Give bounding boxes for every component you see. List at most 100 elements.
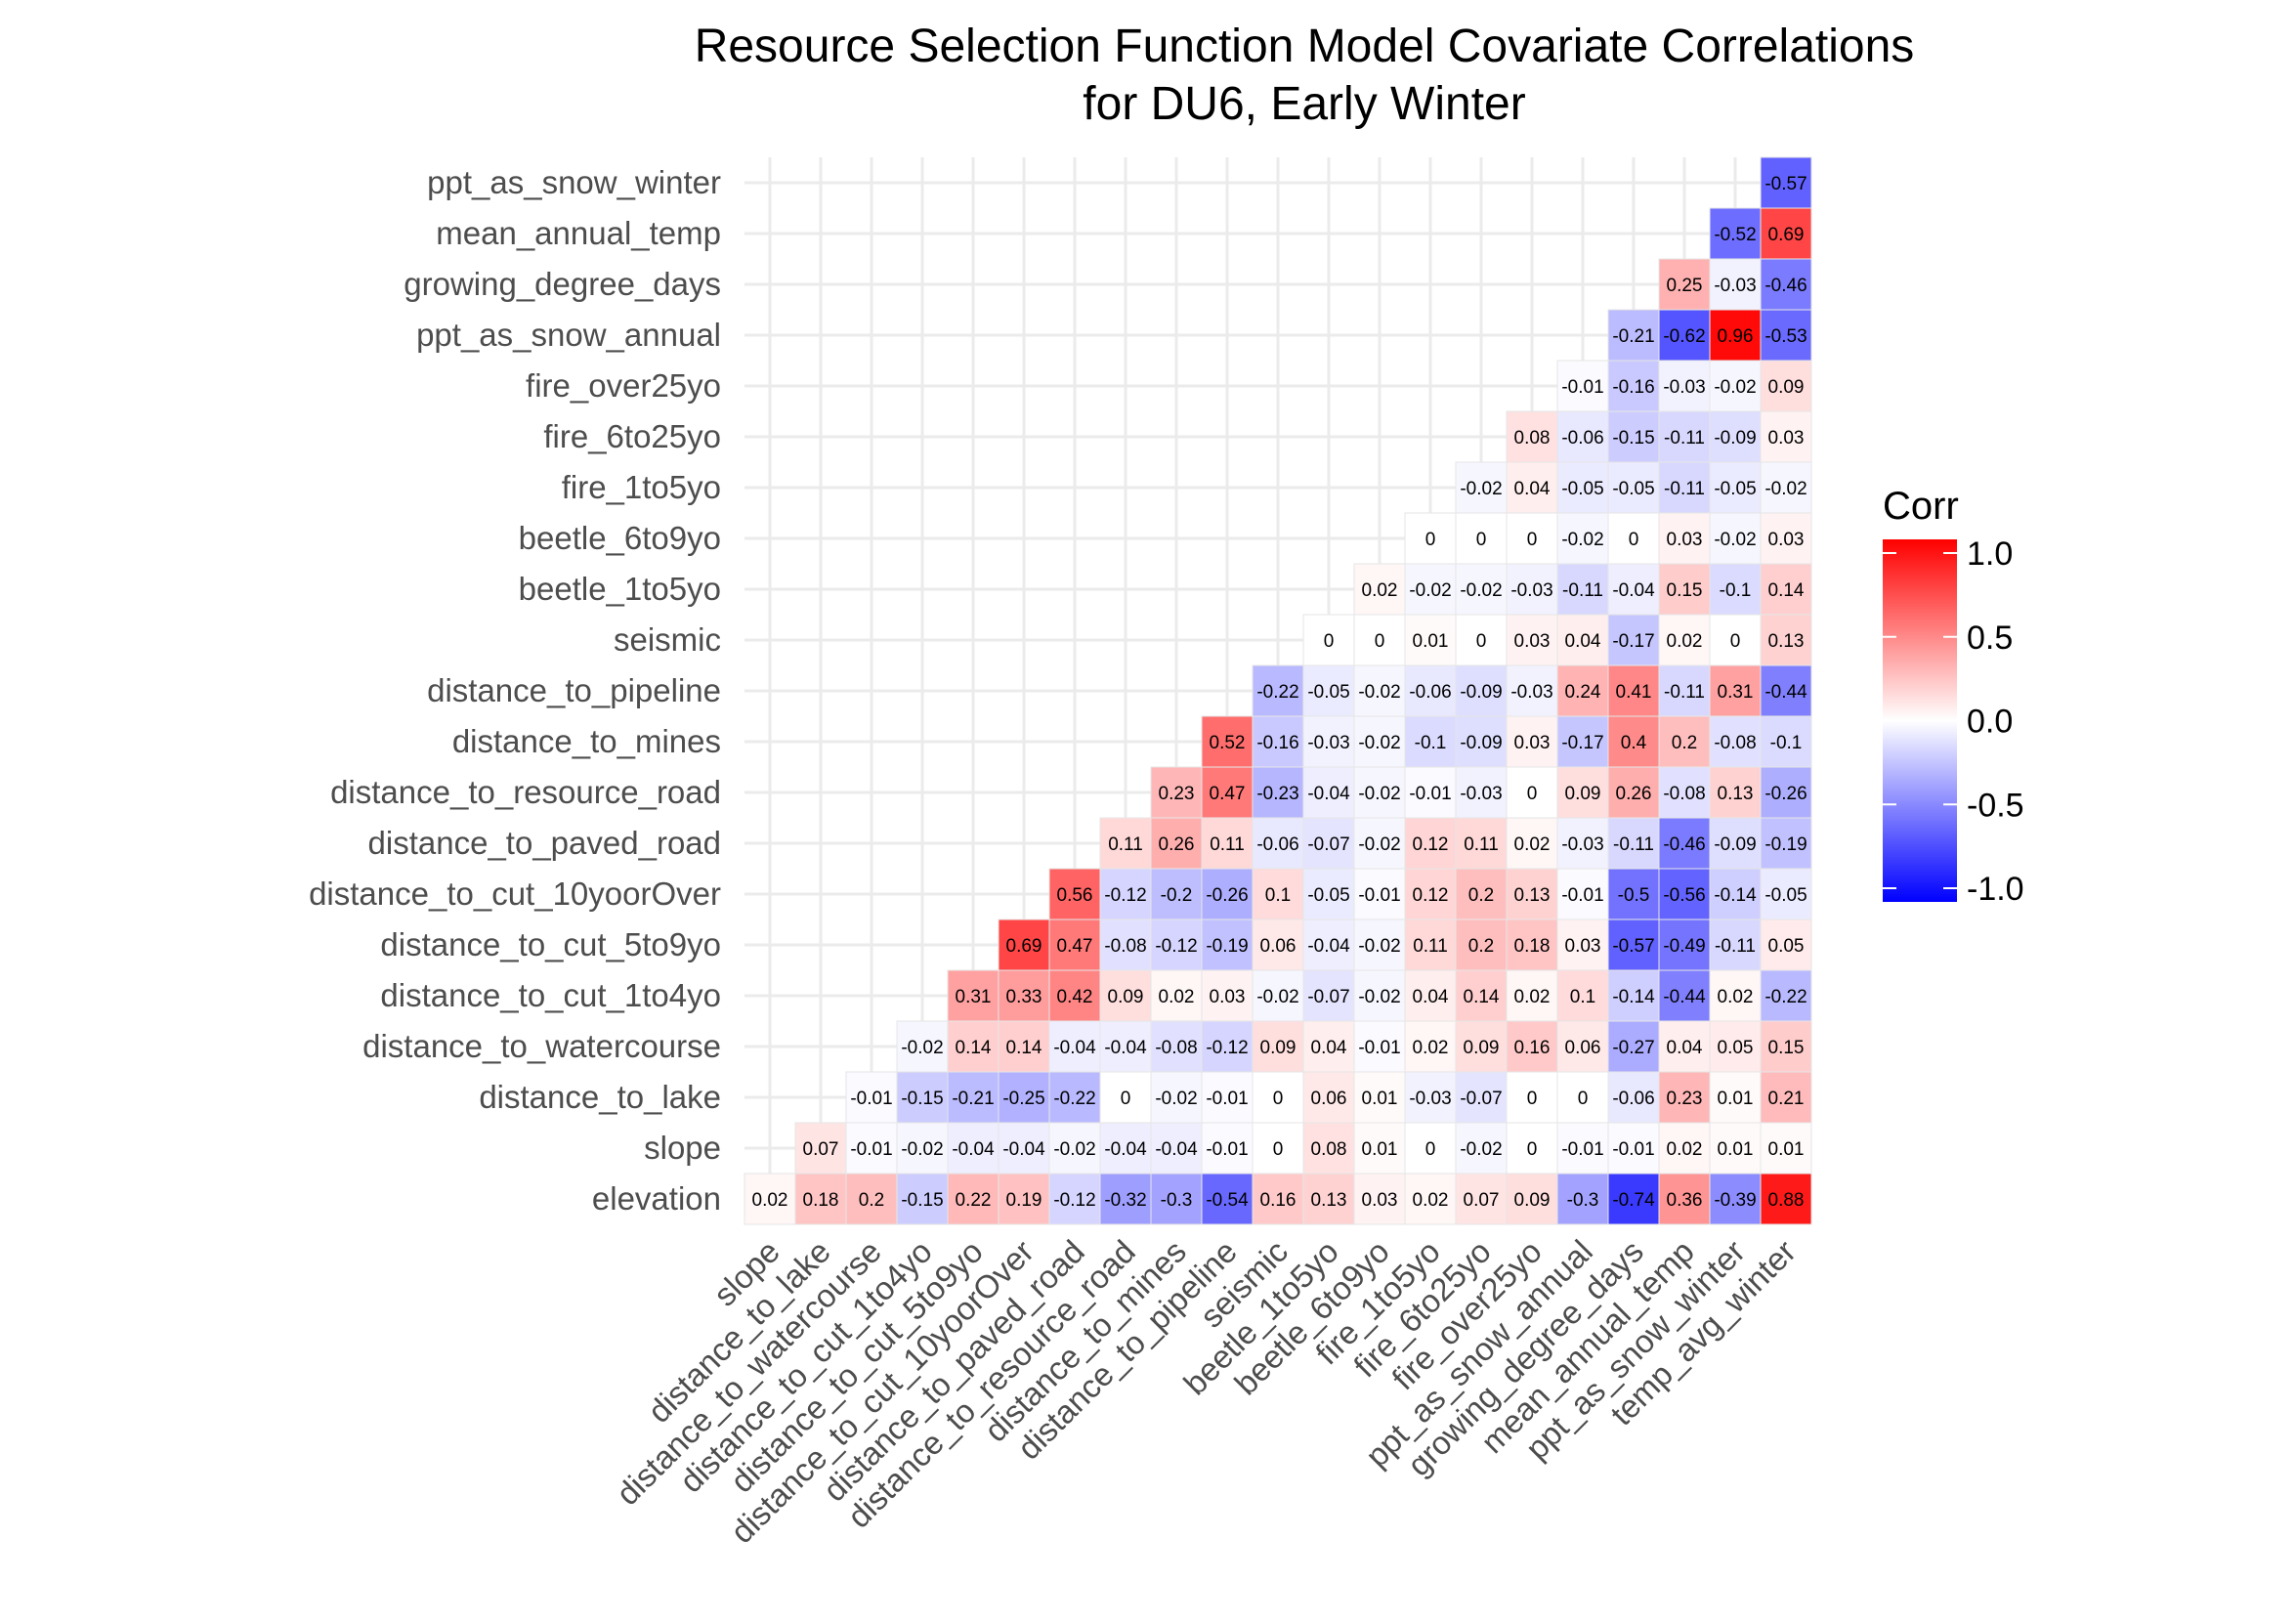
heatmap-cell (1709, 1173, 1762, 1225)
heatmap-cell (998, 969, 1050, 1022)
y-tick-label: beetle_1to5yo (519, 571, 721, 607)
cell-value-label: -0.04 (1053, 1038, 1096, 1058)
cell-value-label: -0.01 (1561, 1139, 1603, 1160)
heatmap-cell (998, 1122, 1050, 1175)
heatmap-cell (1048, 1173, 1101, 1225)
cell-value-label: 0.03 (1768, 530, 1805, 550)
heatmap-cell (1099, 1071, 1152, 1124)
heatmap-cell (1709, 919, 1762, 971)
cell-value-label: 0.02 (1514, 834, 1551, 855)
cell-value-label: -0.16 (1612, 377, 1654, 398)
heatmap-cell (1760, 919, 1812, 971)
y-tick-label: distance_to_cut_5to9yo (380, 926, 721, 962)
cell-value-label: -0.03 (1510, 580, 1552, 601)
cell-value-label: -0.04 (1307, 784, 1350, 804)
heatmap-cell (1252, 1071, 1304, 1124)
cell-value-label: 0.23 (1159, 784, 1195, 804)
cell-value-label: 0.03 (1514, 733, 1551, 753)
cell-value-label: -0.02 (1561, 530, 1603, 550)
cell-value-labels: 0.02 0.18 0.2 -0.15 0.22 0.19 -0.12 -0.32 -0.3 -0… (752, 174, 1808, 1211)
cell-value-label: 0.36 (1667, 1190, 1703, 1211)
heatmap-cell (1607, 360, 1660, 412)
heatmap-cell (744, 1173, 796, 1225)
heatmap-cell (1709, 1071, 1762, 1124)
cell-value-label: -0.06 (1561, 428, 1603, 449)
cell-value-label: -0.56 (1663, 885, 1705, 906)
cell-value-label: -0.07 (1307, 987, 1349, 1007)
cell-value-label: -0.11 (1664, 428, 1705, 449)
cell-value-label: -0.62 (1663, 326, 1705, 347)
cell-value-label: -0.5 (1618, 885, 1650, 906)
cell-value-label: 0.05 (1768, 936, 1805, 957)
heatmap-cell (998, 1020, 1050, 1073)
cell-value-label: 0.4 (1621, 733, 1647, 753)
cell-value-label: -0.02 (1053, 1139, 1095, 1160)
cell-value-label: -0.02 (1358, 733, 1400, 753)
heatmap-cell (1607, 512, 1660, 565)
cell-value-label: -0.07 (1460, 1089, 1502, 1109)
cell-value-label: 0.02 (1159, 987, 1195, 1007)
cell-value-label: 0.03 (1362, 1190, 1398, 1211)
heatmap-cell (1455, 1020, 1508, 1073)
heatmap-cell (845, 1071, 898, 1124)
y-tick-label: slope (644, 1130, 721, 1166)
cell-value-label: 0.06 (1260, 936, 1297, 957)
heatmap-cell (1099, 817, 1152, 870)
heatmap-cell (1150, 1173, 1203, 1225)
cell-value-label: 0 (1425, 1139, 1436, 1160)
y-tick-label: distance_to_lake (479, 1079, 721, 1115)
heatmap-cell (1607, 1122, 1660, 1175)
heatmap-cell (998, 1071, 1050, 1124)
cell-value-label: 0.13 (1768, 631, 1805, 652)
cell-value-label: 0.11 (1464, 834, 1499, 855)
heatmap-cell (1506, 919, 1558, 971)
heatmap-cell (947, 1071, 999, 1124)
heatmap-cell (1658, 1122, 1711, 1175)
heatmap-cell (1607, 1071, 1660, 1124)
heatmap-cell (1201, 766, 1254, 819)
cell-value-label: -0.02 (1358, 784, 1400, 804)
cell-value-label: 0.26 (1159, 834, 1195, 855)
cell-value-label: 0.14 (956, 1038, 992, 1058)
cell-value-label: -0.57 (1765, 174, 1807, 194)
cell-value-label: 0.13 (1514, 885, 1551, 906)
cell-value-label: -0.44 (1765, 682, 1807, 703)
cell-value-label: 0.09 (1565, 784, 1601, 804)
cell-value-label: -0.23 (1256, 784, 1298, 804)
legend: Corr 1.0 0.5 0.0 -0.5 -1.0 (1883, 485, 2024, 908)
cell-value-label: 0 (1375, 631, 1385, 652)
cell-value-label: -0.02 (1155, 1089, 1197, 1109)
cell-value-label: 0 (1273, 1089, 1284, 1109)
heatmap-cell (1353, 1173, 1406, 1225)
x-axis-tick-labels: slopedistance_to_lakedistance_to_waterco… (609, 1233, 1803, 1551)
cell-value-label: 0.23 (1667, 1089, 1703, 1109)
cell-value-label: 0 (1273, 1139, 1284, 1160)
cell-value-label: -0.12 (1104, 885, 1146, 906)
y-tick-label: ppt_as_snow_annual (416, 317, 721, 353)
heatmap-cell (1709, 309, 1762, 362)
heatmap-cell (1709, 766, 1762, 819)
cell-value-label: 0.13 (1311, 1190, 1347, 1211)
cell-value-label: -0.01 (850, 1139, 892, 1160)
cell-value-label: 0.03 (1667, 530, 1703, 550)
cell-value-label: 0.12 (1413, 834, 1449, 855)
cell-value-label: -0.02 (1358, 834, 1400, 855)
cell-value-label: 0.03 (1565, 936, 1601, 957)
cell-value-label: -0.17 (1561, 733, 1603, 753)
heatmap-cell (1404, 919, 1457, 971)
heatmap-cell (1150, 1122, 1203, 1175)
heatmap-cell (1455, 715, 1508, 768)
heatmap-cell (1455, 1071, 1508, 1124)
heatmap-cell (1201, 1122, 1254, 1175)
cell-value-label: 0.15 (1667, 580, 1703, 601)
cell-value-label: 0.2 (1468, 936, 1494, 957)
heatmap-cell (1658, 715, 1711, 768)
heatmap-cell (1048, 868, 1101, 920)
heatmap-cell (1658, 258, 1711, 311)
cell-value-label: 0.04 (1311, 1038, 1347, 1058)
heatmap-cell (1709, 868, 1762, 920)
cell-value-label: 0.02 (1413, 1190, 1449, 1211)
cell-value-label: 0.02 (1667, 631, 1703, 652)
heatmap-cell (1404, 1020, 1457, 1073)
y-tick-label: fire_6to25yo (543, 418, 721, 454)
